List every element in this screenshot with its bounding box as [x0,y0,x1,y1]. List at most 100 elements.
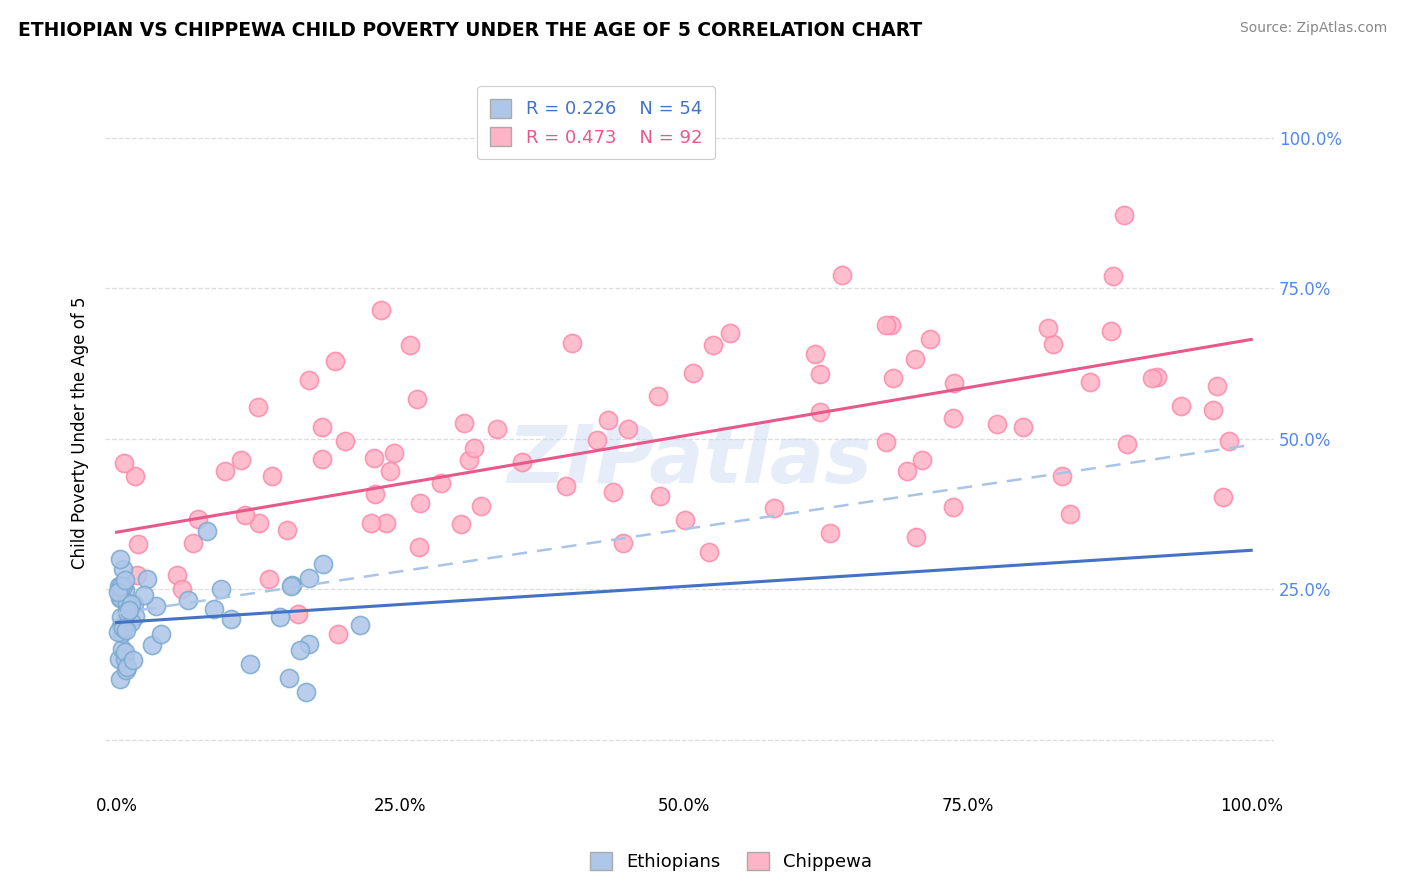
Point [512,454,534,468]
Point [457,453,479,467]
Point [214,464,236,478]
Point [942,411,965,425]
Point [288,643,311,657]
Point [875,318,897,332]
Point [920,332,942,346]
Point [363,450,385,465]
Point [882,371,904,385]
Point [911,453,934,467]
Point [298,571,321,585]
Point [1042,336,1064,351]
Point [942,500,965,515]
Point [450,517,472,532]
Point [108,551,131,566]
Point [762,501,785,516]
Point [673,513,696,527]
Point [166,567,188,582]
Point [239,657,262,672]
Point [382,445,405,459]
Point [115,605,138,619]
Point [1212,490,1234,504]
Point [276,523,298,537]
Point [323,353,346,368]
Point [269,609,291,624]
Point [110,619,132,633]
Point [880,318,903,333]
Point [818,525,841,540]
Point [134,588,156,602]
Point [598,413,620,427]
Point [187,512,209,526]
Point [247,516,270,531]
Point [150,627,173,641]
Point [1142,371,1164,385]
Point [298,373,321,387]
Point [127,536,149,550]
Point [405,392,427,406]
Point [561,336,583,351]
Point [115,660,138,674]
Point [943,376,966,390]
Point [110,579,132,593]
Point [1114,208,1136,222]
Point [111,641,134,656]
Point [295,685,318,699]
Point [281,577,304,591]
Point [114,623,136,637]
Point [280,579,302,593]
Point [202,601,225,615]
Point [124,469,146,483]
Point [1115,437,1137,451]
Point [380,464,402,478]
Point [905,530,928,544]
Point [1078,375,1101,389]
Point [311,420,333,434]
Point [349,617,371,632]
Point [247,400,270,414]
Point [896,464,918,478]
Point [875,435,897,450]
Point [111,579,134,593]
Point [108,652,131,666]
Point [145,599,167,613]
Point [298,637,321,651]
Point [229,453,252,467]
Point [111,626,134,640]
Point [486,422,509,436]
Point [115,595,138,609]
Point [470,500,492,514]
Point [1038,321,1060,335]
Point [1012,419,1035,434]
Point [262,469,284,483]
Point [1099,324,1122,338]
Point [287,607,309,622]
Point [409,496,432,510]
Point [554,479,576,493]
Point [617,422,640,436]
Point [1170,399,1192,413]
Point [399,338,422,352]
Point [808,367,831,381]
Point [219,612,242,626]
Point [803,347,825,361]
Point [114,582,136,597]
Point [108,673,131,687]
Point [120,615,142,629]
Point [209,582,232,596]
Point [233,508,256,522]
Point [586,434,609,448]
Point [112,621,135,635]
Point [612,536,634,550]
Y-axis label: Child Poverty Under the Age of 5: Child Poverty Under the Age of 5 [72,296,89,569]
Point [647,389,669,403]
Point [120,597,142,611]
Point [112,456,135,470]
Point [430,476,453,491]
Point [326,627,349,641]
Point [107,585,129,599]
Point [904,352,927,367]
Point [363,487,385,501]
Point [114,645,136,659]
Point [831,268,853,282]
Point [110,591,132,606]
